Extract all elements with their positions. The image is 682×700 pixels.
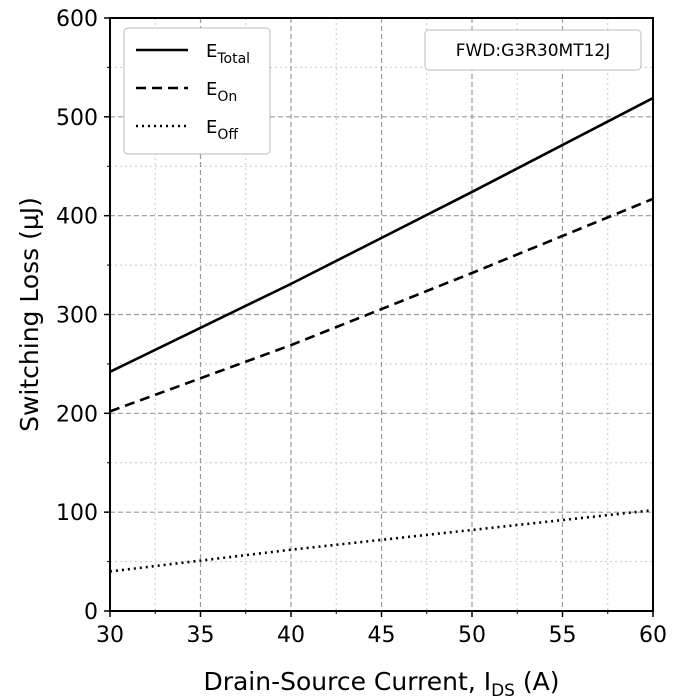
legend-label-total: ETotal xyxy=(206,41,250,67)
x-tick-label: 60 xyxy=(639,623,667,648)
x-tick-label: 30 xyxy=(96,623,124,648)
y-tick-label: 0 xyxy=(84,600,98,625)
y-tick-label: 600 xyxy=(56,7,98,32)
legend-label-main: E xyxy=(206,41,217,62)
x-tick-label: 55 xyxy=(549,623,577,648)
legend-label-subscript: Off xyxy=(217,127,238,143)
legend-label-subscript: On xyxy=(217,89,237,105)
legend-label-main: E xyxy=(206,79,217,100)
y-tick-label: 400 xyxy=(56,205,98,230)
y-tick-label: 200 xyxy=(56,402,98,427)
x-axis-label-unit: (A) xyxy=(515,667,560,696)
x-tick-label: 35 xyxy=(187,623,215,648)
series-line-on xyxy=(109,197,654,413)
device-annotation: FWD:G3R30MT12J xyxy=(424,29,642,71)
x-tick-label: 45 xyxy=(368,623,396,648)
annotation-text: FWD:G3R30MT12J xyxy=(456,41,611,61)
legend-box xyxy=(123,27,271,155)
legend-label-main: E xyxy=(206,117,217,138)
x-axis-label-subscript: DS xyxy=(491,681,515,700)
y-tick-label: 100 xyxy=(56,501,98,526)
x-axis-label-main: Drain-Source Current, I xyxy=(203,667,491,696)
series-layer xyxy=(109,96,654,573)
x-tick-label: 50 xyxy=(458,623,486,648)
legend-label-subscript: Total xyxy=(216,51,250,67)
y-tick-label: 300 xyxy=(56,304,98,329)
series-line-total xyxy=(109,96,654,373)
y-tick-label: 500 xyxy=(56,106,98,131)
annotation-box xyxy=(424,29,642,71)
series-line-off xyxy=(109,508,654,573)
legend-label-off: EOff xyxy=(206,117,238,143)
y-axis-label: Switching Loss (µJ) xyxy=(15,197,44,432)
legend-label-on: EOn xyxy=(206,79,237,105)
x-tick-label: 40 xyxy=(277,623,305,648)
x-axis-label: Drain-Source Current, IDS (A) xyxy=(203,667,559,700)
